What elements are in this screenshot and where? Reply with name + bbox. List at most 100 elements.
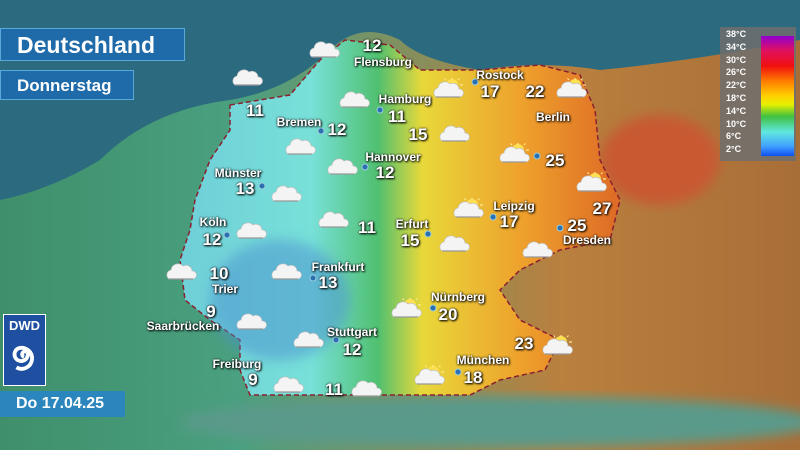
legend-label: 30°C (726, 54, 747, 65)
city-temperature: 12 (375, 163, 395, 182)
city-name: München (456, 353, 510, 367)
city-marker (556, 224, 564, 232)
cloud-icon (270, 372, 304, 394)
cloud-icon (324, 154, 358, 176)
sun-cloud-icon (573, 171, 607, 193)
city-name: Dresden (562, 233, 612, 247)
city-name: Köln (199, 215, 227, 229)
city-temperature: 10 (209, 264, 229, 283)
cloud-icon (306, 37, 340, 59)
region-title: Deutschland (0, 28, 185, 61)
city-marker (223, 231, 231, 239)
city-temperature: 18 (463, 368, 483, 387)
city-name: Bremen (276, 115, 322, 129)
city-temperature: 12 (202, 230, 222, 249)
spiral-icon (12, 345, 34, 371)
city-temperature: 12 (327, 120, 347, 139)
hot-region-east (600, 115, 720, 205)
legend-label: 18°C (726, 93, 747, 103)
sun-cloud-icon (553, 77, 587, 99)
city-marker (489, 213, 497, 221)
sun-cloud-icon (539, 334, 573, 356)
city-marker (471, 78, 479, 86)
city-name: Frankfurt (311, 260, 365, 274)
city-temperature: 13 (318, 273, 338, 292)
sea (0, 0, 800, 200)
city-marker (533, 152, 541, 160)
logo-text: DWD (8, 318, 41, 333)
city-temperature: 11 (325, 380, 343, 399)
city-temperature: 20 (438, 305, 458, 324)
city-temperature: 11 (388, 107, 406, 126)
legend-label: 10°C (726, 118, 747, 129)
city-marker (376, 106, 384, 114)
city-temperature: 11 (358, 218, 376, 237)
city-temperature: 25 (545, 151, 565, 170)
cloud-icon (233, 309, 267, 331)
city-temperature: 27 (592, 199, 612, 218)
city-marker (258, 182, 266, 190)
cloud-icon (290, 327, 324, 349)
cloud-icon (315, 207, 349, 229)
cloud-icon (268, 181, 302, 203)
city-temperature: 23 (514, 334, 534, 353)
city-temperature: 9 (206, 302, 216, 321)
cloud-icon (348, 376, 382, 398)
legend-label: 34°C (726, 41, 747, 52)
city-name: Hannover (365, 150, 421, 164)
city-name: Rostock (476, 68, 524, 82)
sun-cloud-icon (411, 364, 445, 386)
legend-label: 2°C (726, 144, 742, 155)
cloud-icon (336, 87, 370, 109)
cloud-icon (268, 259, 302, 281)
sun-cloud-icon (430, 77, 464, 99)
city-temperature: 25 (567, 216, 587, 235)
city-temperature: 22 (525, 82, 545, 101)
city-temperature: 15 (408, 125, 428, 144)
city-name: Hamburg (378, 92, 432, 106)
legend-label: 6°C (726, 131, 742, 142)
cool-region-west (210, 240, 350, 360)
city-marker (424, 230, 432, 238)
city-temperature: 13 (235, 179, 255, 198)
city-name: Leipzig (493, 199, 535, 213)
legend-color-bar (761, 36, 794, 156)
city-temperature: 17 (499, 212, 519, 231)
city-name: Saarbrücken (146, 319, 220, 333)
cloud-icon (436, 121, 470, 143)
city-name: Nürnberg (431, 290, 485, 304)
city-marker (361, 163, 369, 171)
cloud-icon (229, 65, 263, 87)
city-marker (332, 336, 340, 344)
city-marker (454, 368, 462, 376)
sun-cloud-icon (496, 142, 530, 164)
alps (180, 396, 800, 448)
day-label: Donnerstag (0, 70, 134, 100)
city-name: Freiburg (212, 357, 262, 371)
city-temperature: 17 (480, 82, 500, 101)
city-temperature: 12 (362, 36, 382, 55)
city-name: Flensburg (353, 55, 413, 69)
city-temperature: 15 (400, 231, 420, 250)
legend-label: 38°C (726, 29, 747, 39)
legend-label: 22°C (726, 80, 747, 91)
dwd-logo: DWD (3, 314, 46, 386)
city-temperature: 9 (248, 370, 258, 389)
cloud-icon (519, 237, 553, 259)
city-temperature: 12 (342, 340, 362, 359)
cloud-icon (233, 218, 267, 240)
cloud-icon (163, 259, 197, 281)
city-name: Berlin (535, 110, 571, 124)
city-name: Stuttgart (327, 325, 377, 339)
cloud-icon (436, 231, 470, 253)
legend-label: 26°C (726, 67, 747, 78)
city-marker (429, 304, 437, 312)
city-name: Erfurt (395, 217, 429, 231)
city-name: Trier (211, 282, 239, 296)
city-name: Münster (214, 166, 262, 180)
sun-cloud-icon (388, 297, 422, 319)
cloud-icon (282, 134, 316, 156)
city-temperature: 11 (246, 101, 264, 120)
legend-label: 14°C (726, 105, 747, 116)
